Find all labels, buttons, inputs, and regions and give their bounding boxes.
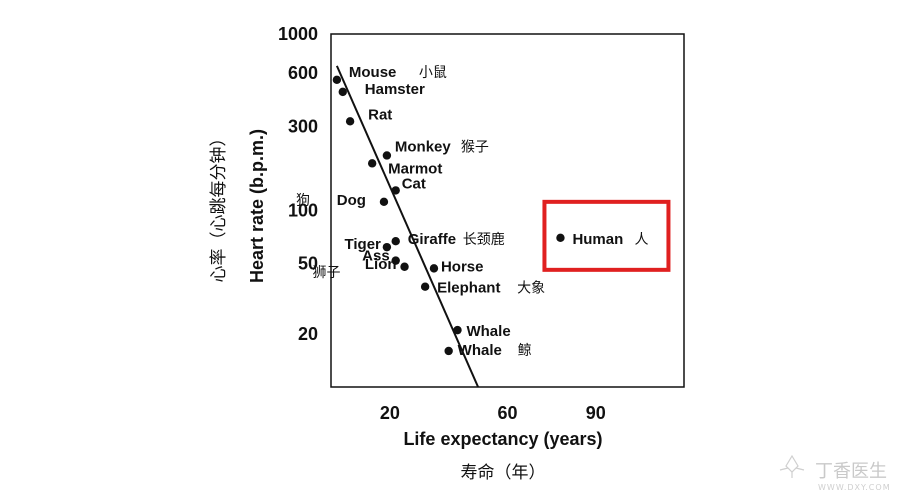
data-point-hamster <box>338 87 347 97</box>
y-tick-label: 50 <box>298 254 318 274</box>
data-point-monkey <box>382 151 392 160</box>
data-point-mouse <box>332 75 342 85</box>
point-label: Rat <box>368 106 392 123</box>
point-label: Marmot <box>388 160 442 177</box>
point-label: Whale <box>466 323 510 340</box>
data-point-dog <box>379 197 389 207</box>
point-label: Cat <box>402 175 426 192</box>
data-point-giraffe <box>391 236 400 246</box>
point-label: Horse <box>441 258 484 275</box>
point-label: Dog <box>337 192 366 209</box>
point-label: Human <box>572 231 623 248</box>
point-label-cn: 长颈鹿 <box>463 231 505 248</box>
x-axis-title-cn: 寿命（年） <box>461 463 546 483</box>
data-point-cat <box>391 186 400 195</box>
x-axis-title: Life expectancy (years) <box>403 429 602 449</box>
y-axis-title-cn: 心率（心跳每分钟） <box>209 130 229 283</box>
y-axis-title: Heart rate (b.p.m.) <box>247 129 267 283</box>
data-point-ass <box>391 256 400 265</box>
axis-ticks: 20 50 100 300 600 1000 20 60 90 <box>278 24 606 423</box>
data-point-human <box>556 233 565 243</box>
trend-line <box>335 65 479 388</box>
data-point-elephant <box>420 282 430 291</box>
data-point-rat <box>345 117 355 126</box>
data-point-marmot <box>367 159 377 168</box>
point-label: Tiger <box>344 236 381 253</box>
point-label-cn: 人 <box>634 232 648 248</box>
point-label: Monkey <box>395 138 452 155</box>
watermark: 丁香医生 WWW.DXY.COM <box>779 454 891 492</box>
y-tick-label: 300 <box>288 116 318 136</box>
point-label: Elephant <box>437 280 500 297</box>
data-point-whale <box>444 346 453 356</box>
point-label: Hamster <box>365 81 425 98</box>
point-label: Ass <box>362 248 390 265</box>
point-label-cn: 狮子 <box>313 265 341 281</box>
y-tick-label: 20 <box>298 324 318 344</box>
x-tick-label: 20 <box>380 403 400 423</box>
y-tick-label: 1000 <box>278 24 318 44</box>
watermark-url: WWW.DXY.COM <box>818 483 891 492</box>
point-label-cn: 小鼠 <box>419 65 447 81</box>
point-label: Giraffe <box>408 231 456 248</box>
point-label: Mouse <box>349 64 397 81</box>
data-point-tiger <box>382 242 392 252</box>
point-label-cn: 猴子 <box>461 139 489 155</box>
data-point-horse <box>429 264 439 273</box>
x-tick-label: 60 <box>497 403 517 423</box>
point-label-cn: 鲸 <box>518 343 532 359</box>
y-tick-label: 100 <box>288 201 318 221</box>
point-label: Whale <box>458 342 502 359</box>
plot-area <box>330 33 685 388</box>
x-tick-label: 90 <box>586 403 606 423</box>
watermark-logo-icon <box>779 454 805 478</box>
highlight-box <box>542 199 671 272</box>
point-label-cn: 狗 <box>296 193 310 209</box>
data-point-whale <box>453 325 462 335</box>
data-point-lion <box>400 262 409 271</box>
watermark-brand: 丁香医生 <box>815 461 887 482</box>
y-tick-label: 600 <box>288 63 318 83</box>
point-label: Lion <box>365 256 397 273</box>
point-label-cn: 大象 <box>517 281 545 297</box>
